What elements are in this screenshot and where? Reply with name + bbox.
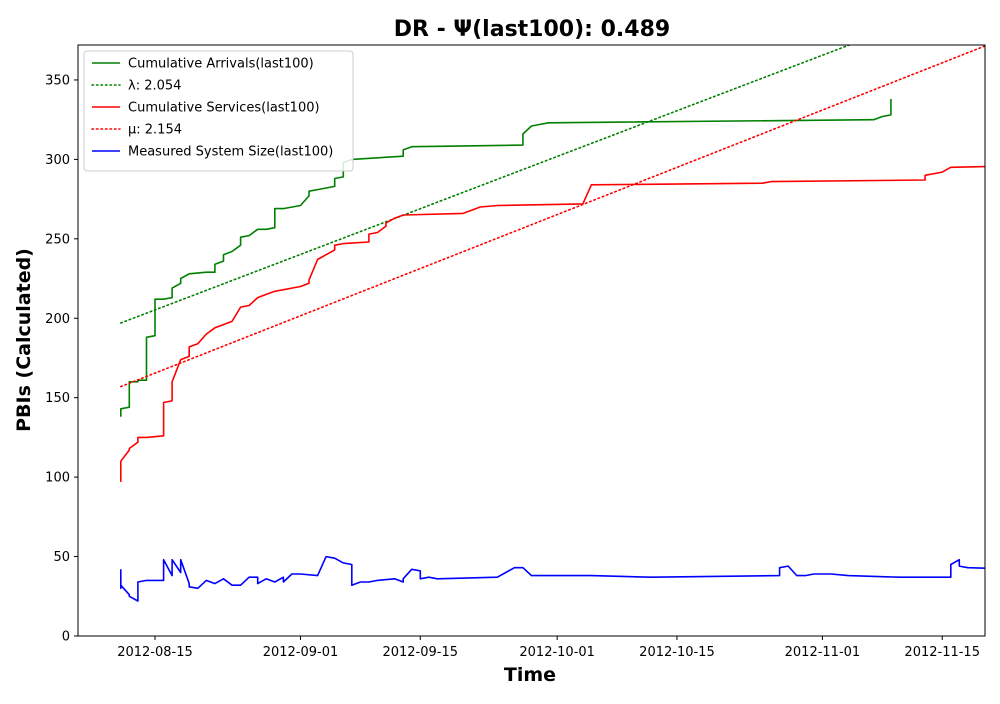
- y-tick-label-0: 0: [62, 630, 70, 645]
- y-tick-label-4: 200: [45, 312, 70, 327]
- x-tick-label-2: 2012-09-15: [382, 645, 458, 660]
- y-tick-label-7: 350: [45, 73, 70, 88]
- legend-label-3: μ: 2.154: [128, 123, 182, 138]
- y-tick-label-5: 250: [45, 232, 70, 247]
- x-tick-label-1: 2012-09-01: [263, 645, 339, 660]
- x-tick-label-4: 2012-10-15: [639, 645, 715, 660]
- x-tick-label-0: 2012-08-15: [117, 645, 193, 660]
- legend-label-4: Measured System Size(last100): [128, 145, 333, 160]
- x-tick-label-6: 2012-11-15: [904, 645, 980, 660]
- axes: 0 50 100 150 200 250 300 350 2012-08-15 2012-09-0…: [45, 44, 986, 660]
- chart-title: DR - Ψ(last100): 0.489: [394, 17, 670, 42]
- plot-area: [120, 45, 985, 602]
- legend-box: [83, 50, 354, 172]
- x-tick-label-5: 2012-11-01: [785, 645, 861, 660]
- series-line-2: [120, 165, 985, 482]
- legend-label-1: λ: 2.054: [128, 79, 181, 94]
- series-line-0: [120, 99, 892, 417]
- x-tick-label-3: 2012-10-01: [519, 645, 595, 660]
- y-tick-label-3: 150: [45, 391, 70, 406]
- y-tick-label-1: 50: [53, 550, 70, 565]
- legend: Cumulative Arrivals(last100) λ: 2.054 Cumu…: [83, 50, 354, 172]
- y-axis-label: PBIs (Calculated): [13, 248, 35, 432]
- y-tick-label-6: 300: [45, 153, 70, 168]
- series-line-3: [120, 45, 985, 388]
- plot-frame: [77, 44, 986, 637]
- series-line-4: [120, 555, 985, 602]
- legend-label-2: Cumulative Services(last100): [128, 101, 320, 116]
- y-tick-label-2: 100: [45, 471, 70, 486]
- x-axis-label: Time: [504, 664, 556, 686]
- legend-label-0: Cumulative Arrivals(last100): [128, 57, 314, 72]
